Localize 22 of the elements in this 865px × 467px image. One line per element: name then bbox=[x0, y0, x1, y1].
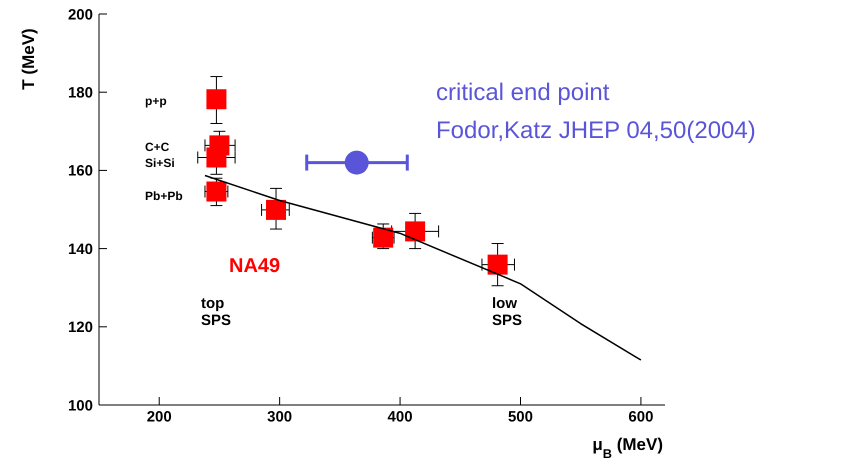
series-label: NA49 bbox=[229, 255, 280, 277]
annotation: C+C bbox=[145, 140, 170, 154]
x-tick-label: 600 bbox=[628, 408, 654, 426]
y-tick-label: 120 bbox=[68, 319, 93, 336]
x-tick-label: 300 bbox=[267, 408, 292, 426]
y-tick-label: 200 bbox=[68, 6, 93, 24]
y-tick-label: 160 bbox=[68, 162, 93, 180]
annotation: low SPS bbox=[492, 295, 522, 329]
annotation: p+p bbox=[145, 94, 167, 108]
annotation: top SPS bbox=[201, 295, 232, 329]
text: critical end point bbox=[436, 79, 610, 106]
y-tick-label: 140 bbox=[68, 240, 93, 258]
x-axis-title: μ$_{B}$ (MeV) bbox=[592, 435, 663, 460]
y-tick-label: 180 bbox=[68, 84, 93, 102]
annotation: Fodor,Katz JHEP 04,50(2004) bbox=[436, 117, 756, 144]
y-tick-label: 100 bbox=[68, 397, 93, 414]
x-tick-label: 500 bbox=[508, 408, 534, 426]
annotation: Si+Si bbox=[145, 156, 175, 170]
x-tick-label: 200 bbox=[146, 408, 172, 426]
y-axis-title: T (MeV) bbox=[19, 28, 38, 90]
x-tick-label: 400 bbox=[388, 408, 413, 426]
annotation: Pb+Pb bbox=[145, 189, 183, 203]
